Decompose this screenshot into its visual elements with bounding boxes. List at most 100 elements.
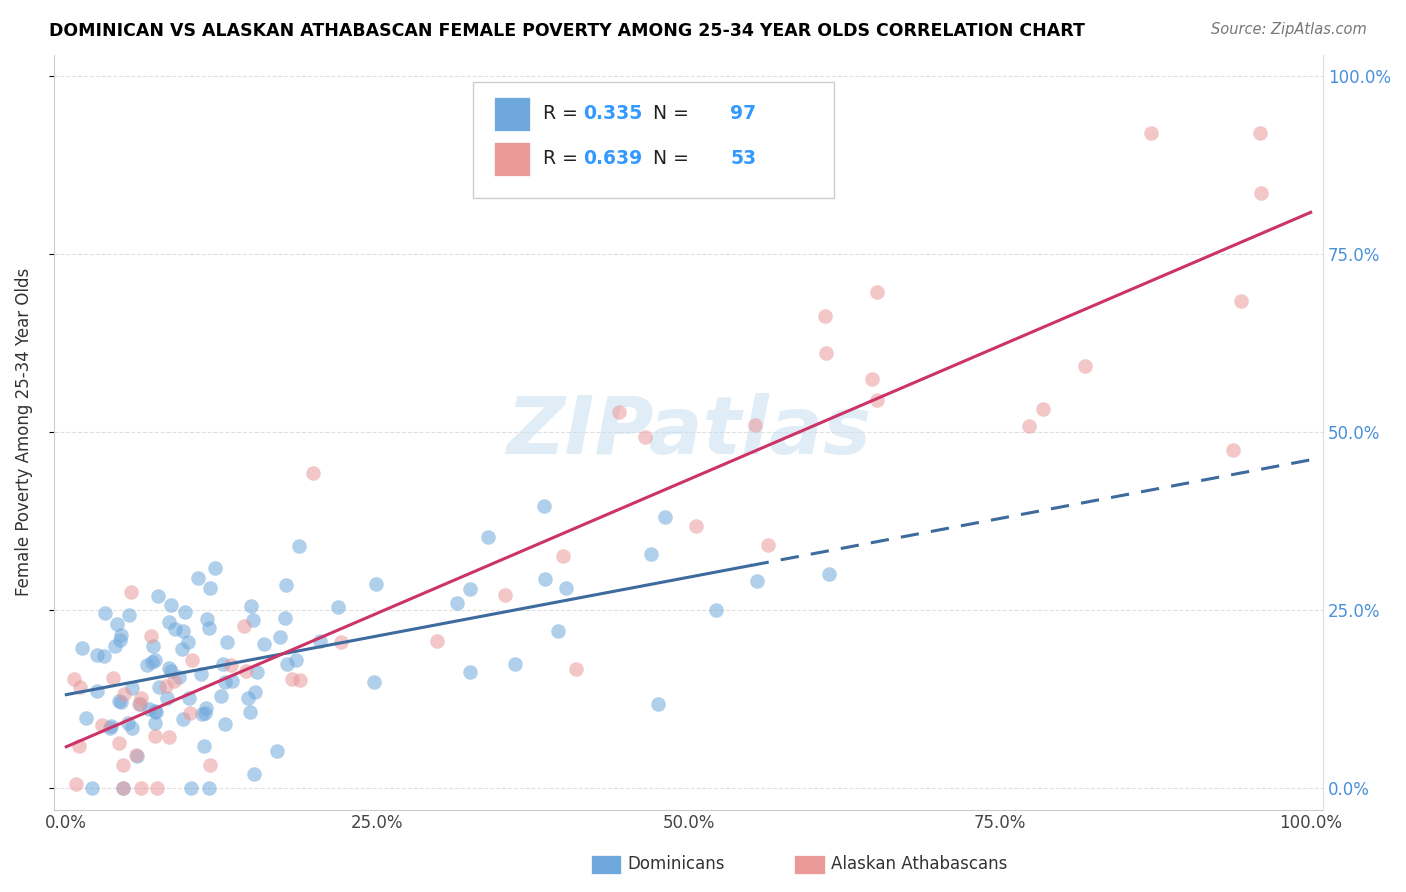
Point [94,607,117,621]
Point [217,635,239,649]
Text: Alaskan Athabascans: Alaskan Athabascans [831,855,1007,873]
Point [364,577,387,591]
Point [744,418,766,433]
Point [246,665,269,679]
Point [654,510,676,524]
Point [198,757,221,772]
Point [239,599,262,614]
Point [330,635,353,649]
Point [194,701,217,715]
Point [187,571,209,585]
Point [121,721,143,735]
Point [238,706,260,720]
Point [69,680,91,694]
Point [564,662,586,676]
Text: 53: 53 [730,149,756,169]
Point [426,633,449,648]
Point [253,637,276,651]
Point [221,673,243,688]
Point [503,657,526,671]
Point [685,519,707,533]
Point [238,691,260,706]
Point [100,719,122,733]
Text: Source: ZipAtlas.com: Source: ZipAtlas.com [1211,22,1367,37]
Point [117,716,139,731]
Point [160,598,183,612]
Point [494,588,516,602]
Point [118,607,141,622]
Point [276,578,298,592]
Point [110,627,132,641]
Text: ZIPatlas: ZIPatlas [506,393,870,471]
Point [143,716,166,731]
Point [86,684,108,698]
Point [1222,442,1244,457]
Point [198,781,221,796]
Point [157,731,180,745]
Text: R =: R = [543,104,583,123]
Point [477,530,499,544]
Point [67,739,90,753]
Point [111,757,134,772]
Point [143,704,166,718]
Point [818,566,841,581]
Point [866,393,889,408]
Point [200,581,222,595]
Point [101,671,124,685]
Point [172,712,194,726]
Point [179,706,201,720]
Point [110,695,132,709]
Point [91,718,114,732]
Point [141,655,163,669]
Point [756,538,779,552]
Point [145,705,167,719]
Point [155,679,177,693]
Point [146,589,169,603]
Point [209,689,232,703]
Text: DOMINICAN VS ALASKAN ATHABASCAN FEMALE POVERTY AMONG 25-34 YEAR OLDS CORRELATION: DOMINICAN VS ALASKAN ATHABASCAN FEMALE P… [49,22,1085,40]
Point [107,616,129,631]
Point [93,648,115,663]
Point [193,739,215,754]
Point [112,781,135,796]
Point [128,697,150,711]
Point [63,672,86,686]
Point [235,665,257,679]
Point [212,657,235,672]
Point [104,639,127,653]
Point [190,706,212,721]
Bar [495,96,530,130]
Point [1249,127,1271,141]
Point [108,633,131,648]
Point [167,670,190,684]
Point [219,657,242,672]
Text: 0.639: 0.639 [583,149,643,169]
Point [233,619,256,633]
Point [194,706,217,721]
Point [243,685,266,699]
Point [460,582,482,597]
Point [533,573,555,587]
Point [607,404,630,418]
Point [121,681,143,695]
Point [860,372,883,386]
Point [163,673,186,688]
Point [128,697,150,711]
Point [195,612,218,626]
Point [157,661,180,675]
Point [446,596,468,610]
Point [214,716,236,731]
Text: R =: R = [543,149,583,169]
Point [181,653,204,667]
Point [288,539,311,553]
Point [75,711,97,725]
Point [180,781,202,796]
Text: N =: N = [636,104,695,123]
Point [1073,359,1095,373]
Point [142,639,165,653]
Point [172,624,194,638]
Point [129,690,152,705]
Point [108,736,131,750]
Point [309,633,332,648]
Point [301,466,323,480]
